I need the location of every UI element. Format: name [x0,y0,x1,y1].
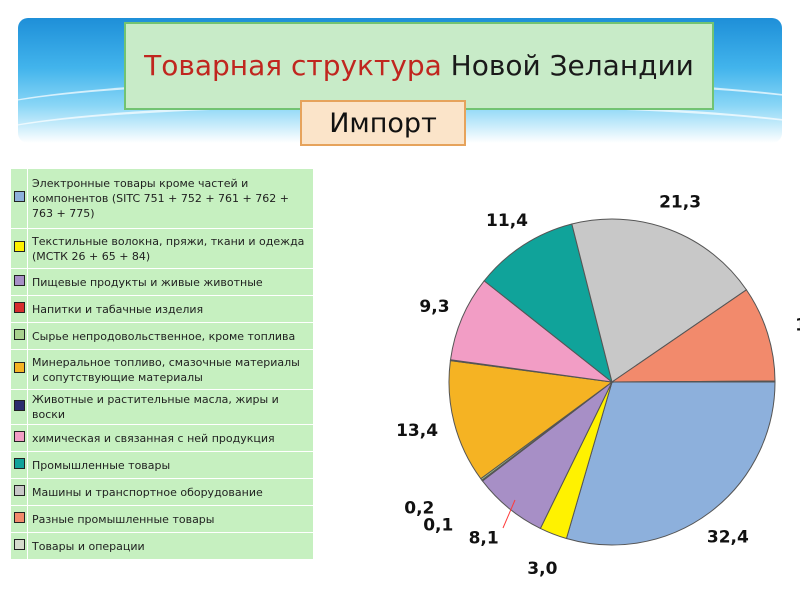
legend-label: Сырье непродовольственное, кроме топлива [27,322,314,350]
slice-value-label: 9,3 [419,297,449,317]
pie-slice [565,381,776,546]
slice-value-label: 11,4 [486,211,528,231]
legend-swatch [13,484,25,496]
slice-value-label: 0,1 [423,516,453,536]
slice-value-label: 10,4 [795,315,800,362]
chart-legend: Электронные товары кроме частей и компон… [10,168,314,560]
slice-value-label: 3,0 [527,559,557,579]
legend-row: Текстильные волокна, пряжи, ткани и одеж… [10,228,314,269]
pie-slice [448,360,614,480]
pie-slice [449,280,614,383]
legend-swatch [13,457,25,469]
legend-swatch-cell [10,505,28,533]
legend-row: Товары и операции [10,532,314,560]
legend-label: Электронные товары кроме частей и компон… [27,168,314,229]
legend-row: Разные промышленные товары [10,505,314,533]
slide-title: Товарная структура Новой Зеландии [124,22,714,110]
legend-label: Товары и операции [27,532,314,560]
slice-value-label: 32,4 [707,527,749,547]
legend-swatch [13,274,25,286]
legend-label: Машины и транспортное оборудование [27,478,314,506]
legend-swatch [13,538,25,550]
title-accent: Товарная структура [144,49,442,82]
slice-value-label: 21,3 [659,192,701,212]
legend-row: Минеральное топливо, смазочные материалы… [10,349,314,390]
legend-swatch [13,191,25,202]
pie-slice [611,380,776,383]
leader-line [502,499,516,529]
legend-label: Напитки и табачные изделия [27,295,314,323]
legend-swatch [13,511,25,523]
legend-row: Напитки и табачные изделия [10,295,314,323]
slice-value-label: 0,2 [404,498,434,518]
legend-label: Текстильные волокна, пряжи, ткани и одеж… [27,228,314,269]
pie-slice [571,218,748,383]
subtitle-text: Импорт [329,107,437,139]
legend-label: Разные промышленные товары [27,505,314,533]
slice-value-label: 8,1 [469,528,499,548]
legend-swatch [13,301,25,313]
slice-value-label: 13,4 [396,421,438,441]
legend-row: химическая и связанная с ней продукция [10,424,314,452]
pie-slice [483,223,613,384]
title-rest: Новой Зеландии [441,49,694,82]
slide-subtitle: Импорт [300,100,466,146]
legend-label: химическая и связанная с ней продукция [27,424,314,452]
legend-label: Минеральное топливо, смазочные материалы… [27,349,314,390]
legend-swatch [13,362,25,373]
legend-swatch [13,430,25,442]
legend-swatch [13,328,25,340]
legend-swatch [13,399,25,411]
legend-row: Электронные товары кроме частей и компон… [10,168,314,229]
legend-row: Машины и транспортное оборудование [10,478,314,506]
legend-swatch [13,241,25,252]
legend-row: Сырье непродовольственное, кроме топлива [10,322,314,350]
pie-slice [610,289,776,383]
